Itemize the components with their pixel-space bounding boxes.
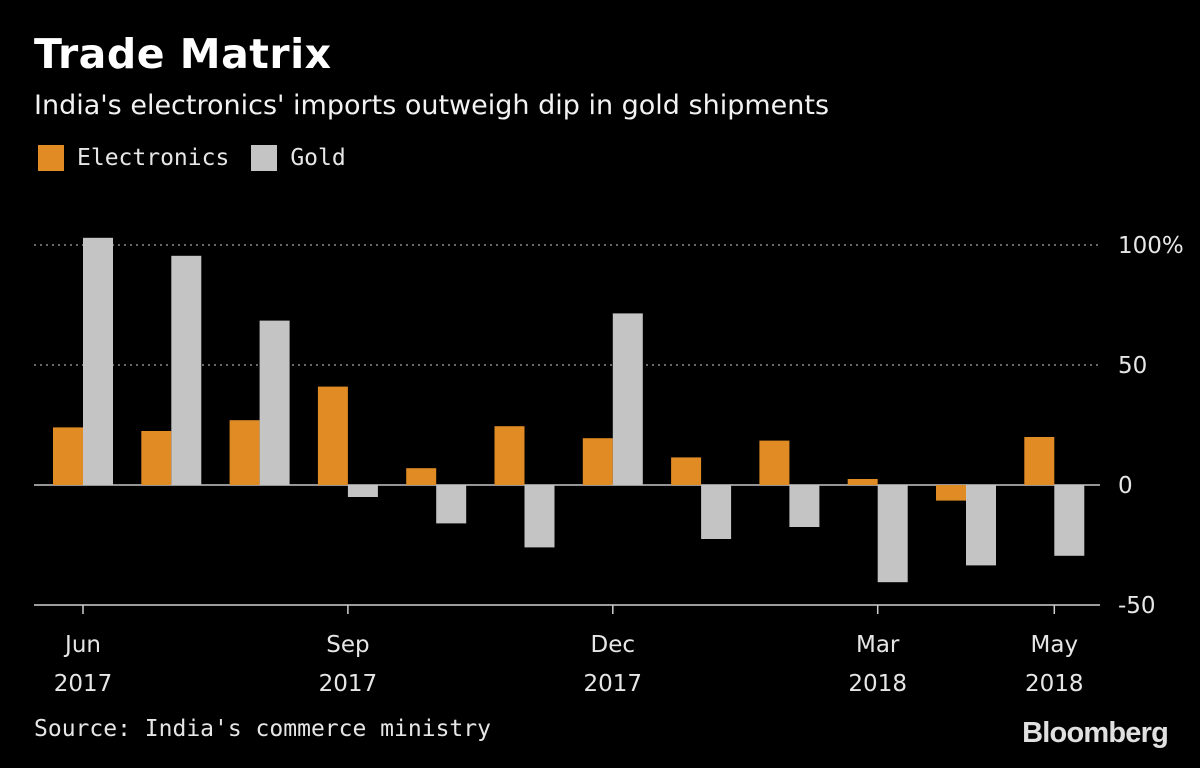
bar-gold-jul-2017 — [171, 255, 202, 485]
legend-label-electronics: Electronics — [77, 145, 230, 171]
bar-electronics-mar-2018 — [847, 479, 878, 485]
bar-gold-mar-2018 — [877, 485, 908, 583]
bar-electronics-oct-2017 — [406, 468, 437, 485]
bar-electronics-dec-2017 — [582, 438, 613, 485]
x-tick-label-month: Mar — [856, 632, 900, 658]
bar-gold-may-2018 — [1054, 485, 1085, 556]
y-tick-label: 0 — [1118, 473, 1133, 499]
x-tick-label-year: 2017 — [54, 671, 113, 697]
grid-layer — [34, 244, 1100, 486]
bar-gold-aug-2017 — [259, 320, 290, 485]
bar-electronics-jul-2017 — [141, 431, 172, 485]
legend-swatch-gold — [251, 145, 278, 171]
bar-gold-apr-2018 — [966, 485, 996, 566]
bars-layer — [53, 237, 1085, 583]
legend-item-electronics: Electronics — [38, 145, 229, 171]
bar-gold-jun-2017 — [83, 237, 113, 485]
bar-gold-jan-2018 — [701, 485, 732, 539]
y-tick-label: 50 — [1118, 353, 1147, 379]
bar-electronics-apr-2018 — [936, 485, 966, 501]
bar-gold-nov-2017 — [524, 485, 555, 548]
legend-item-gold: Gold — [251, 145, 346, 171]
axis-layer: 100% 50 0 -50 Jun 2017 Sep 2017 Dec 2017 Mar 2018 Ma… — [34, 233, 1184, 697]
bar-gold-oct-2017 — [436, 485, 467, 524]
bar-gold-sep-2017 — [347, 485, 378, 497]
source-note: Source: India's commerce ministry — [34, 716, 491, 742]
legend-label-gold: Gold — [290, 145, 346, 171]
bar-electronics-nov-2017 — [494, 426, 525, 485]
x-tick-label-year: 2017 — [319, 671, 378, 697]
bar-electronics-aug-2017 — [229, 420, 260, 485]
x-tick-label-year: 2017 — [584, 671, 643, 697]
bar-electronics-may-2018 — [1024, 437, 1055, 485]
y-tick-label: -50 — [1118, 593, 1156, 619]
x-tick-label-month: Jun — [63, 632, 101, 658]
bar-electronics-jun-2017 — [53, 427, 83, 485]
x-tick-label-year: 2018 — [1025, 671, 1084, 697]
chart-subtitle: India's electronics' imports outweigh di… — [34, 90, 830, 121]
bar-electronics-jan-2018 — [671, 457, 702, 485]
legend-swatch-electronics — [38, 145, 64, 171]
bar-electronics-feb-2018 — [759, 440, 790, 485]
y-tick-label: 100% — [1118, 233, 1184, 259]
x-tick-label-year: 2018 — [848, 671, 907, 697]
bar-gold-dec-2017 — [612, 313, 643, 485]
legend: Electronics Gold — [38, 145, 368, 171]
chart-title: Trade Matrix — [34, 30, 332, 78]
x-tick-label-month: Sep — [326, 632, 369, 658]
bar-gold-feb-2018 — [789, 485, 820, 527]
bar-electronics-sep-2017 — [317, 386, 348, 485]
x-tick-label-month: May — [1031, 632, 1079, 658]
bloomberg-logo: Bloomberg — [1022, 717, 1169, 749]
x-tick-label-month: Dec — [591, 632, 636, 658]
